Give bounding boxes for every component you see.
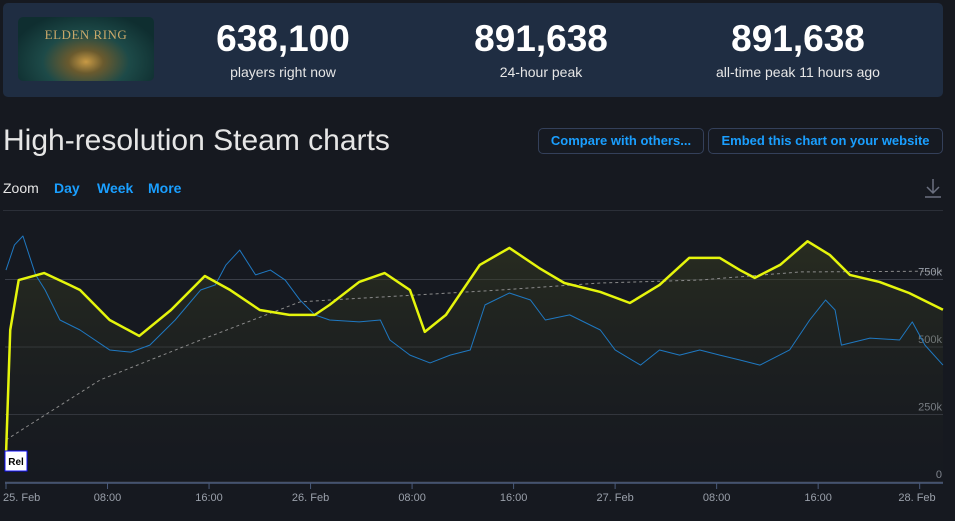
x-tick-label: 26. Feb	[292, 492, 329, 504]
x-tick-label: 08:00	[94, 492, 122, 504]
stat-value: 891,638	[731, 18, 865, 59]
zoom-day[interactable]: Day	[54, 180, 80, 196]
y-tick-label: 750k	[918, 267, 942, 279]
series-area	[6, 241, 943, 482]
stats-header: ELDEN RING 638,100 players right now 891…	[3, 3, 943, 97]
flag-box	[4, 450, 28, 472]
x-tick-label: 28. Feb	[898, 492, 935, 504]
embed-button[interactable]: Embed this chart on your website	[708, 128, 943, 154]
series-line-0	[4, 240, 944, 456]
game-logo[interactable]: ELDEN RING	[18, 17, 154, 81]
x-tick-label: 27. Feb	[596, 492, 633, 504]
stat-all-time-peak: 891,638 all-time peak 11 hours ago	[688, 17, 908, 80]
zoom-week[interactable]: Week	[97, 180, 134, 196]
x-tick-label: 08:00	[703, 492, 731, 504]
stat-value: 891,638	[474, 18, 608, 59]
zoom-label: Zoom	[3, 180, 39, 196]
stat-label: players right now	[230, 64, 336, 80]
stat-value: 638,100	[216, 18, 350, 59]
page-title: High-resolution Steam charts	[3, 124, 390, 157]
compare-button[interactable]: Compare with others...	[538, 128, 704, 154]
x-tick-label: 08:00	[398, 492, 426, 504]
divider	[3, 210, 943, 211]
release-flag[interactable]: Rel	[4, 450, 28, 472]
logo-text: ELDEN RING	[44, 27, 128, 42]
stat-label: all-time peak 11 hours ago	[716, 64, 880, 80]
x-tick-label: 16:00	[195, 492, 223, 504]
x-tick-label: 16:00	[804, 492, 832, 504]
x-tick-label: 16:00	[500, 492, 528, 504]
stat-current-players: 638,100 players right now	[173, 17, 393, 80]
download-icon[interactable]	[923, 178, 943, 198]
zoom-more[interactable]: More	[148, 180, 182, 196]
flag-label: Rel	[8, 457, 24, 468]
x-tick-label: 25. Feb	[3, 492, 40, 504]
series-line-1	[5, 235, 944, 366]
stat-24h-peak: 891,638 24-hour peak	[431, 17, 651, 80]
stat-label: 24-hour peak	[499, 64, 583, 80]
